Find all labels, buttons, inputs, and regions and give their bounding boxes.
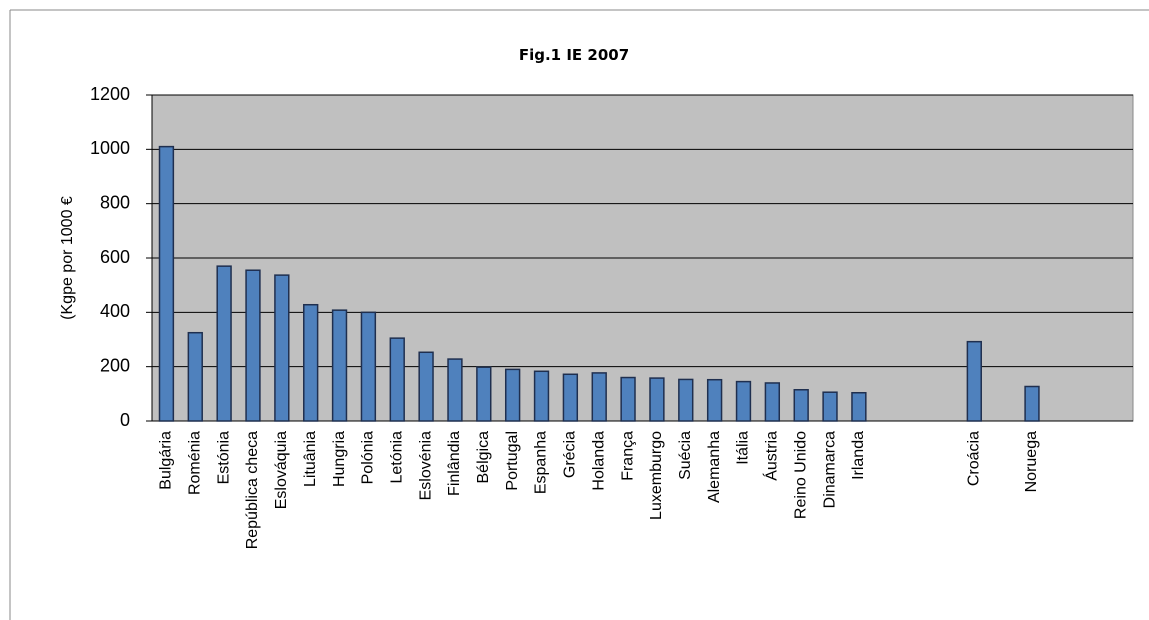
bar — [706, 378, 723, 422]
x-tick-label: Bulgária — [158, 431, 175, 490]
x-tick-label: Dinamarca — [821, 431, 838, 508]
bar — [793, 389, 809, 422]
x-tick-label: Alemanha — [706, 431, 723, 503]
y-tick-label: 0 — [120, 410, 130, 430]
bar — [562, 373, 579, 422]
y-tick-label: 1200 — [90, 84, 130, 104]
y-tick-label: 400 — [100, 301, 130, 321]
bar — [822, 391, 838, 422]
y-tick-label: 800 — [100, 192, 130, 212]
bar — [735, 380, 752, 422]
x-tick-label: Roménia — [186, 431, 203, 495]
x-tick-label: Eslováquia — [273, 431, 290, 509]
x-tick-label: Suécia — [677, 431, 694, 480]
bar — [360, 311, 377, 422]
chart-title: Fig.1 IE 2007 — [519, 46, 629, 64]
x-tick-label: Croácia — [966, 431, 983, 486]
bar — [245, 269, 261, 422]
bar — [158, 145, 175, 422]
bar — [504, 368, 521, 422]
bar — [851, 391, 867, 422]
bar — [187, 331, 203, 422]
bar — [966, 340, 982, 422]
x-tick-label: Letónia — [388, 431, 405, 484]
x-tick-label: Lituânia — [302, 431, 319, 487]
bar — [533, 370, 550, 422]
x-tick-label: Portugal — [504, 431, 521, 491]
bar — [620, 376, 636, 422]
x-tick-label: Estónia — [215, 431, 232, 484]
bar — [274, 274, 290, 422]
x-tick-label: Bélgica — [475, 431, 492, 484]
x-tick-label: Holanda — [590, 431, 607, 491]
bar — [678, 378, 694, 422]
bar — [591, 372, 607, 422]
bar — [418, 351, 434, 422]
x-tick-label: Grécia — [562, 431, 579, 478]
bar — [476, 366, 492, 422]
x-tick-label: Polónia — [360, 431, 377, 484]
bar — [216, 265, 232, 422]
x-tick-label: Espanha — [533, 431, 550, 494]
bar — [389, 337, 405, 422]
x-tick-label: Eslovénia — [417, 431, 434, 500]
x-tick-label: França — [619, 431, 636, 481]
x-tick-label: Luxemburgo — [648, 431, 665, 520]
bar — [764, 382, 781, 422]
y-tick-label: 600 — [100, 247, 130, 267]
x-tick-label: Irlanda — [850, 431, 867, 480]
y-tick-label: 1000 — [90, 138, 130, 158]
bar — [303, 303, 319, 422]
x-tick-label: Itália — [735, 431, 752, 465]
x-tick-label: República checa — [244, 431, 261, 549]
bar — [331, 309, 348, 422]
bar — [1024, 385, 1040, 422]
x-tick-label: Reino Unido — [792, 431, 809, 519]
x-tick-label: Finlândia — [446, 431, 463, 496]
bar — [447, 358, 463, 422]
y-tick-label: 200 — [100, 355, 130, 375]
x-tick-label: Hungria — [331, 431, 348, 487]
bar — [649, 377, 665, 422]
x-tick-label: Áustria — [762, 431, 781, 481]
y-axis-label: (Kgpe por 1000 € — [59, 196, 76, 320]
x-tick-label: Noruega — [1023, 431, 1040, 492]
